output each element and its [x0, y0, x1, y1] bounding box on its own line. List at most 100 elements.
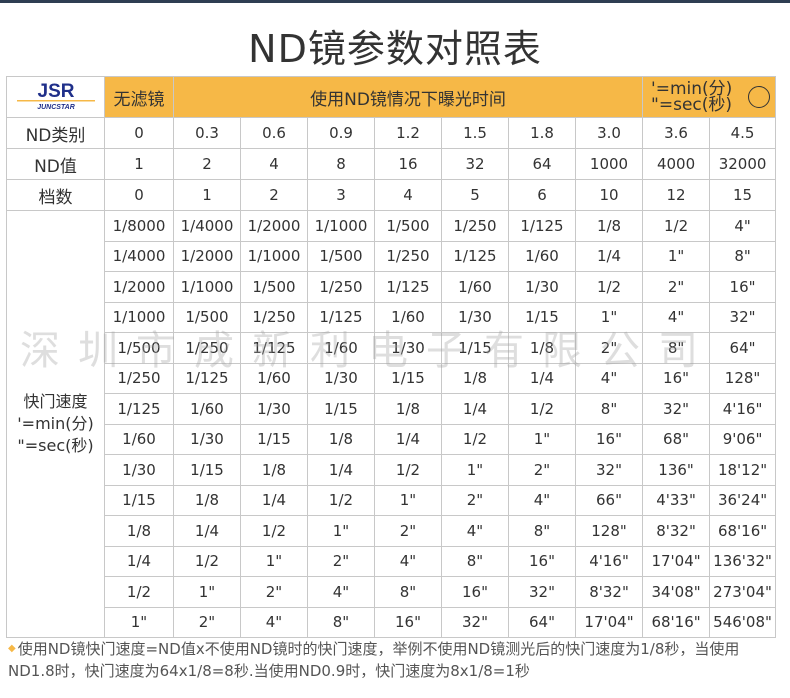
table-cell: 2: [240, 179, 308, 211]
table-cell: 1/125: [240, 332, 308, 364]
table-cell: 1/15: [173, 454, 241, 486]
table-cell: 4000: [642, 148, 711, 180]
table-cell: 8'32": [574, 576, 644, 608]
table-cell: 1/1000: [307, 210, 375, 242]
table-cell: 1": [441, 454, 509, 486]
table-cell: 1/60: [374, 301, 442, 333]
table-cell: 1/2: [642, 210, 711, 242]
table-cell: 15: [709, 179, 777, 211]
table-cell: 136": [642, 454, 711, 486]
table-cell: 1/125: [508, 210, 576, 242]
table-cell: 1/1000: [240, 240, 308, 272]
table-cell: 8": [374, 576, 442, 608]
table-cell: 1/125: [173, 362, 241, 394]
table-cell: 2": [307, 545, 375, 577]
table-cell: 0.9: [307, 117, 375, 149]
table-cell: 1/500: [240, 271, 308, 303]
table-cell: 1/250: [441, 210, 509, 242]
table-cell: 1.5: [441, 117, 509, 149]
table-cell: 1/1000: [173, 271, 241, 303]
table-cell: 32: [441, 148, 509, 180]
table-cell: 0.3: [173, 117, 241, 149]
table-cell: 1/8: [374, 393, 442, 425]
table-cell: 1/125: [374, 271, 442, 303]
logo: JSR JUNCSTAR: [6, 76, 105, 118]
table-cell: 1/4: [173, 515, 241, 547]
table-cell: 4": [441, 515, 509, 547]
table-cell: 1/2: [441, 423, 509, 455]
table-cell: 1/30: [240, 393, 308, 425]
table-cell: 5: [441, 179, 509, 211]
table-cell: 1/15: [441, 332, 509, 364]
table-cell: 8": [574, 393, 644, 425]
table-cell: 1": [642, 240, 711, 272]
table-cell: 136'32": [709, 545, 777, 577]
table-cell: 1/4: [307, 454, 375, 486]
table-cell: 1/8: [508, 332, 576, 364]
table-cell: 2": [574, 332, 644, 364]
table-cell: 4'16": [709, 393, 777, 425]
table-cell: 18'12": [709, 454, 777, 486]
table-cell: 1/60: [104, 423, 174, 455]
table-cell: 16": [374, 606, 442, 638]
table-cell: 1/4: [441, 393, 509, 425]
diamond-icon: ◆: [8, 643, 16, 654]
table-cell: 4": [374, 545, 442, 577]
table-cell: 1/60: [307, 332, 375, 364]
unit-note: '=min(分) "=sec(秒): [642, 76, 777, 118]
shutter-row: 1/125 1/60 1/30 1/15 1/8 1/4 1/2 8" 32" 4'16": [7, 393, 777, 425]
unit-note-min: '=min(分): [651, 79, 733, 99]
table-cell: 1/30: [307, 362, 375, 394]
table-cell: 8": [709, 240, 777, 272]
header-row: JSR JUNCSTAR 无滤镜 使用ND镜情况下曝光时间 '=min(分) "…: [6, 76, 777, 118]
table-cell: 16": [574, 423, 644, 455]
table-cell: 4": [642, 301, 711, 333]
table-cell: 1": [240, 545, 308, 577]
row-label: ND类别: [6, 117, 105, 149]
table-cell: 1/8: [240, 454, 308, 486]
table-cell: 1/60: [441, 271, 509, 303]
table-cell: 1/30: [441, 301, 509, 333]
table-cell: 1/30: [104, 454, 174, 486]
table-cell: 66": [574, 484, 644, 516]
table-cell: 2": [508, 454, 576, 486]
table-cell: 1/2: [307, 484, 375, 516]
table-cell: 3: [307, 179, 375, 211]
table-cell: 68": [642, 423, 711, 455]
table-cell: 68'16": [709, 515, 777, 547]
table-cell: 1.2: [374, 117, 442, 149]
table-cell: 1/30: [173, 423, 241, 455]
table-cell: 1/15: [508, 301, 576, 333]
with-nd-header: 使用ND镜情况下曝光时间: [172, 76, 644, 118]
table-cell: 1/250: [104, 362, 174, 394]
table-cell: 1": [508, 423, 576, 455]
table-cell: 6: [508, 179, 576, 211]
shutter-row: 1/30 1/15 1/8 1/4 1/2 1" 2" 32" 136" 18'12": [7, 454, 777, 486]
table-cell: 34'08": [642, 576, 711, 608]
meta-row: ND类别 0 0.3 0.6 0.9 1.2 1.5 1.8 3.0 3.6 4.5: [6, 117, 777, 149]
table-cell: 1.8: [508, 117, 576, 149]
shutter-row: 1" 2" 4" 8" 16" 32" 64" 17'04" 68'16" 546'08": [7, 606, 777, 638]
table-cell: 2": [374, 515, 442, 547]
table-cell: 0.6: [240, 117, 308, 149]
table-cell: 1/15: [240, 423, 308, 455]
table-cell: 1/2000: [173, 240, 241, 272]
table-cell: 4: [240, 148, 308, 180]
table-cell: 32": [508, 576, 576, 608]
table-cell: 1/30: [374, 332, 442, 364]
table-cell: 12: [642, 179, 711, 211]
table-cell: 16: [374, 148, 442, 180]
table-cell: 1/2: [173, 545, 241, 577]
table-cell: 4": [709, 210, 777, 242]
table-cell: 8: [307, 148, 375, 180]
table-cell: 4": [307, 576, 375, 608]
logo-sub-text: JUNCSTAR: [37, 104, 75, 111]
table-cell: 3.6: [642, 117, 711, 149]
table-cell: 4": [240, 606, 308, 638]
shutter-row: 1/8 1/4 1/2 1" 2" 4" 8" 128" 8'32" 68'16": [7, 515, 777, 547]
table-cell: 4": [508, 484, 576, 516]
unit-note-sec: "=sec(秒): [651, 95, 733, 115]
table-cell: 8": [307, 606, 375, 638]
table-cell: 1/60: [173, 393, 241, 425]
table-cell: 36'24": [709, 484, 777, 516]
